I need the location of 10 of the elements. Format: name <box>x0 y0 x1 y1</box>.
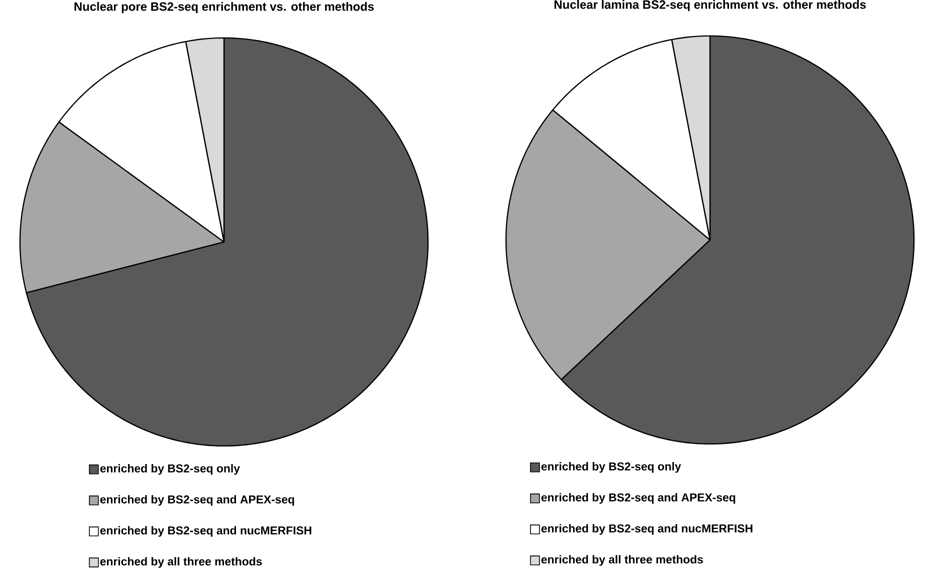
legend-label: enriched by all three methods <box>100 557 262 568</box>
legend-label: enriched by BS2-seq and APEX-seq <box>541 493 736 504</box>
legend-label: enriched by BS2-seq only <box>541 462 682 473</box>
legend-label: enriched by all three methods <box>541 555 703 566</box>
chart-title: Nuclear pore BS2-seq enrichment vs. other methods <box>74 2 374 14</box>
chart-title: Nuclear lamina BS2-seq enrichment vs. other methods <box>554 0 866 12</box>
legend-label: enriched by BS2-seq and nucMERFISH <box>541 524 752 535</box>
legend-label: enriched by BS2-seq and APEX-seq <box>100 495 294 506</box>
legend-label: enriched by BS2-seq and nucMERFISH <box>100 526 312 537</box>
legend-label: enriched by BS2-seq only <box>100 464 240 475</box>
